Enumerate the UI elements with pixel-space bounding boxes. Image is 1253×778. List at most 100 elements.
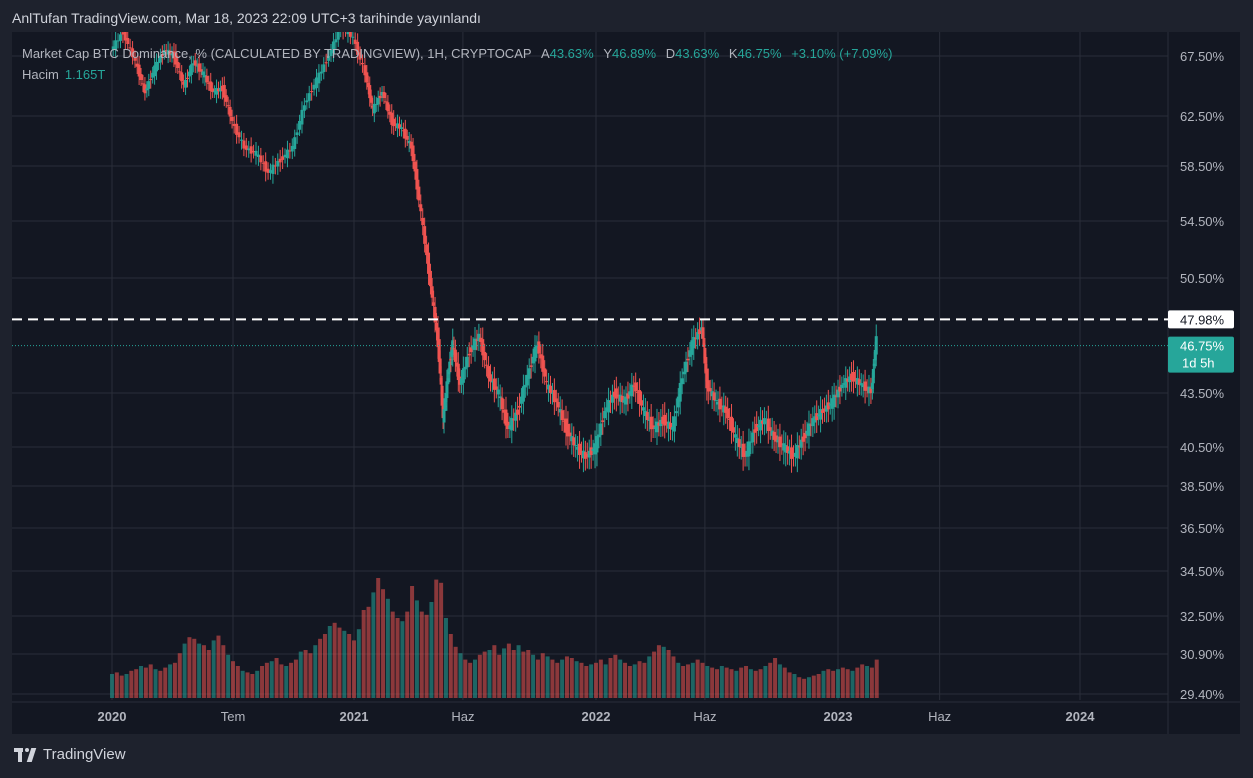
candle-body [490, 381, 494, 383]
volume-bar [395, 618, 400, 698]
volume-bar [729, 669, 734, 698]
candle-body [605, 407, 609, 411]
chart-area[interactable]: 47.98% 46.75% 1d 5h 67.50% 62.50% 58.50% 54.50… [12, 32, 1240, 734]
btc-dominance-chart[interactable]: 47.98% 46.75% 1d 5h 67.50% 62.50% 58.50% 54.50… [12, 32, 1240, 734]
volume-bar [255, 670, 260, 698]
y-tick-label: 30.90% [1180, 647, 1225, 662]
candle-body [390, 112, 394, 125]
volume-bar [560, 659, 565, 698]
volume-bar [337, 627, 342, 698]
candle-body [780, 443, 784, 446]
tradingview-footer[interactable]: TradingView [14, 746, 126, 763]
candle-body [314, 77, 318, 89]
volume-bar [482, 651, 487, 698]
candle-body [795, 445, 799, 459]
candle-body [641, 407, 645, 411]
candle-body [271, 164, 275, 174]
candle-body [230, 117, 234, 121]
candle-body [382, 92, 386, 98]
volume-bar [748, 669, 753, 698]
volume-value: 1.165T [64, 67, 106, 82]
candle-body [346, 32, 350, 35]
volume-bar [385, 598, 390, 698]
candle-body [531, 356, 535, 364]
candle-body [743, 452, 747, 457]
candle-body [610, 394, 614, 403]
y-tick-label: 34.50% [1180, 564, 1225, 579]
volume-bar [424, 614, 429, 698]
candle-body [708, 388, 712, 392]
candle-body [764, 421, 768, 423]
candle-body [302, 105, 306, 111]
candle-body [702, 343, 706, 347]
candle-body [145, 88, 149, 91]
candle-body [170, 53, 174, 56]
volume-bar [177, 653, 182, 698]
volume-bar [506, 643, 511, 698]
candle-body [871, 368, 875, 384]
candle-body [327, 56, 331, 61]
candle-body [371, 106, 375, 108]
candle-body [682, 371, 686, 375]
volume-bar [371, 592, 376, 698]
candle-body [749, 441, 753, 443]
candle-body [500, 397, 504, 410]
candle-body [649, 416, 653, 430]
volume-bar [502, 648, 507, 698]
candle-body [494, 386, 498, 390]
volume-bar [114, 672, 119, 698]
volume-bar [642, 662, 647, 698]
volume-bar [332, 622, 337, 698]
volume-bar [797, 677, 802, 698]
candle-body [319, 71, 323, 74]
volume-bar [710, 667, 715, 698]
candle-body [865, 387, 869, 389]
candle-body [861, 384, 865, 388]
volume-bar [134, 669, 139, 698]
volume-bar [564, 656, 569, 698]
candle-body [558, 409, 562, 413]
candle-body [336, 32, 340, 40]
candle-body [753, 429, 757, 433]
candle-body [135, 63, 139, 67]
candle-body [417, 186, 421, 201]
candle-body [180, 72, 184, 82]
volume-bar [221, 645, 226, 698]
candle-body [213, 91, 217, 93]
volume-bar [458, 653, 463, 698]
candle-body [443, 405, 447, 407]
candle-body [394, 123, 398, 125]
candle-body [365, 72, 369, 83]
candle-body [334, 39, 338, 43]
candle-body [597, 434, 601, 438]
candle-body [193, 60, 197, 66]
volume-bar [811, 675, 816, 698]
candle-body [676, 396, 680, 408]
candle-body [628, 391, 632, 395]
candle-body [452, 348, 456, 350]
candle-body [353, 39, 357, 44]
candle-body [174, 52, 178, 65]
candle-body [698, 329, 702, 335]
candle-body [293, 137, 297, 149]
candle-body [824, 405, 828, 412]
candle-body [411, 145, 415, 162]
candle-body [305, 100, 309, 103]
candle-body [811, 418, 815, 427]
candle-body [830, 398, 834, 409]
candle-body [848, 376, 852, 383]
tradingview-logo-icon [14, 747, 38, 762]
candle-body [797, 446, 801, 448]
candle-body [259, 155, 263, 163]
candle-body [543, 368, 547, 377]
candle-body [665, 421, 669, 424]
candle-body [456, 363, 460, 381]
candle-body [228, 106, 232, 117]
candle-body [710, 391, 714, 397]
candle-body [409, 141, 413, 149]
volume-label[interactable]: Hacim [22, 67, 59, 82]
symbol-title[interactable]: Market Cap BTC Dominance, % (CALCULATED … [22, 46, 532, 61]
candle-body [805, 430, 809, 435]
candle-body [368, 85, 372, 99]
candle-body [435, 323, 439, 331]
